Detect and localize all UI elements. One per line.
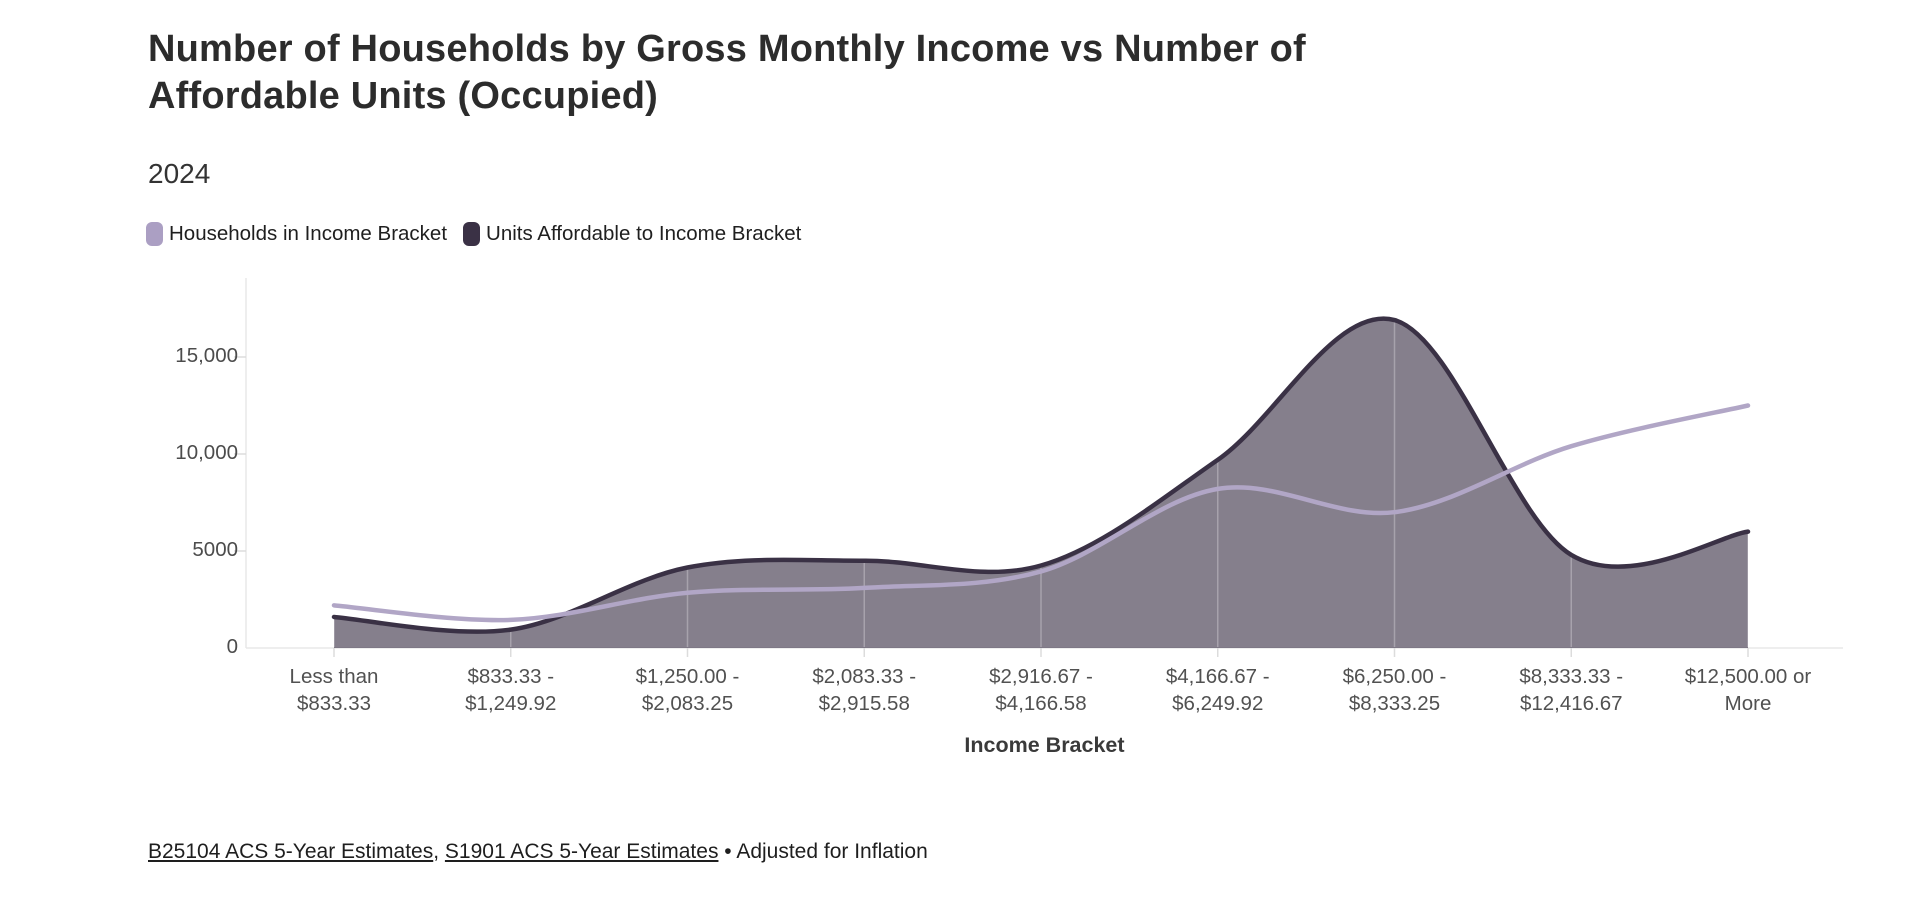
chart-title: Number of Households by Gross Monthly In… <box>148 28 1306 117</box>
x-tick-label: $8,333.33 - $12,416.67 <box>1519 665 1624 716</box>
y-tick-label: 10,000 <box>175 441 238 464</box>
x-tick-label: $2,083.33 - $2,915.58 <box>812 665 917 716</box>
y-tick-label: 0 <box>226 635 238 658</box>
units-area-fill <box>334 318 1748 648</box>
households-swatch-icon <box>146 222 163 246</box>
x-tick-label: $1,250.00 - $2,083.25 <box>635 665 740 716</box>
footer-separator: , <box>433 840 445 863</box>
chart-subtitle: 2024 <box>148 158 211 189</box>
x-axis-title: Income Bracket <box>964 733 1125 757</box>
legend-item-units[interactable]: Units Affordable to Income Bracket <box>463 222 801 246</box>
legend-label-units: Units Affordable to Income Bracket <box>486 222 802 245</box>
x-tick-label: $2,916.67 - $4,166.58 <box>989 665 1093 716</box>
households-line <box>331 403 1751 623</box>
y-tick-label: 15,000 <box>175 344 238 367</box>
legend-item-households[interactable]: Households in Income Bracket <box>146 222 447 246</box>
x-tick-label: $6,250.00 - $8,333.25 <box>1342 665 1447 716</box>
source-link-s1901[interactable]: S1901 ACS 5-Year Estimates <box>444 840 719 863</box>
source-footer: B25104 ACS 5-Year Estimates, S1901 ACS 5… <box>148 840 928 864</box>
source-link-b25104[interactable]: B25104 ACS 5-Year Estimates <box>148 840 434 863</box>
x-tick-label: Less than $833.33 <box>289 665 379 716</box>
units-line <box>331 316 1751 634</box>
legend-label-households: Households in Income Bracket <box>169 222 448 245</box>
units-swatch-icon <box>463 222 481 246</box>
x-tick-label: $833.33 - $1,249.92 <box>465 665 557 716</box>
x-tick-label: $12,500.00 or More <box>1684 665 1812 716</box>
y-tick-label: 5000 <box>192 538 238 561</box>
x-tick-label: $4,166.67 - $6,249.92 <box>1165 665 1270 716</box>
footer-suffix: • Adjusted for Inflation <box>718 840 928 863</box>
chart-legend: Households in Income Bracket Units Affor… <box>146 222 801 246</box>
